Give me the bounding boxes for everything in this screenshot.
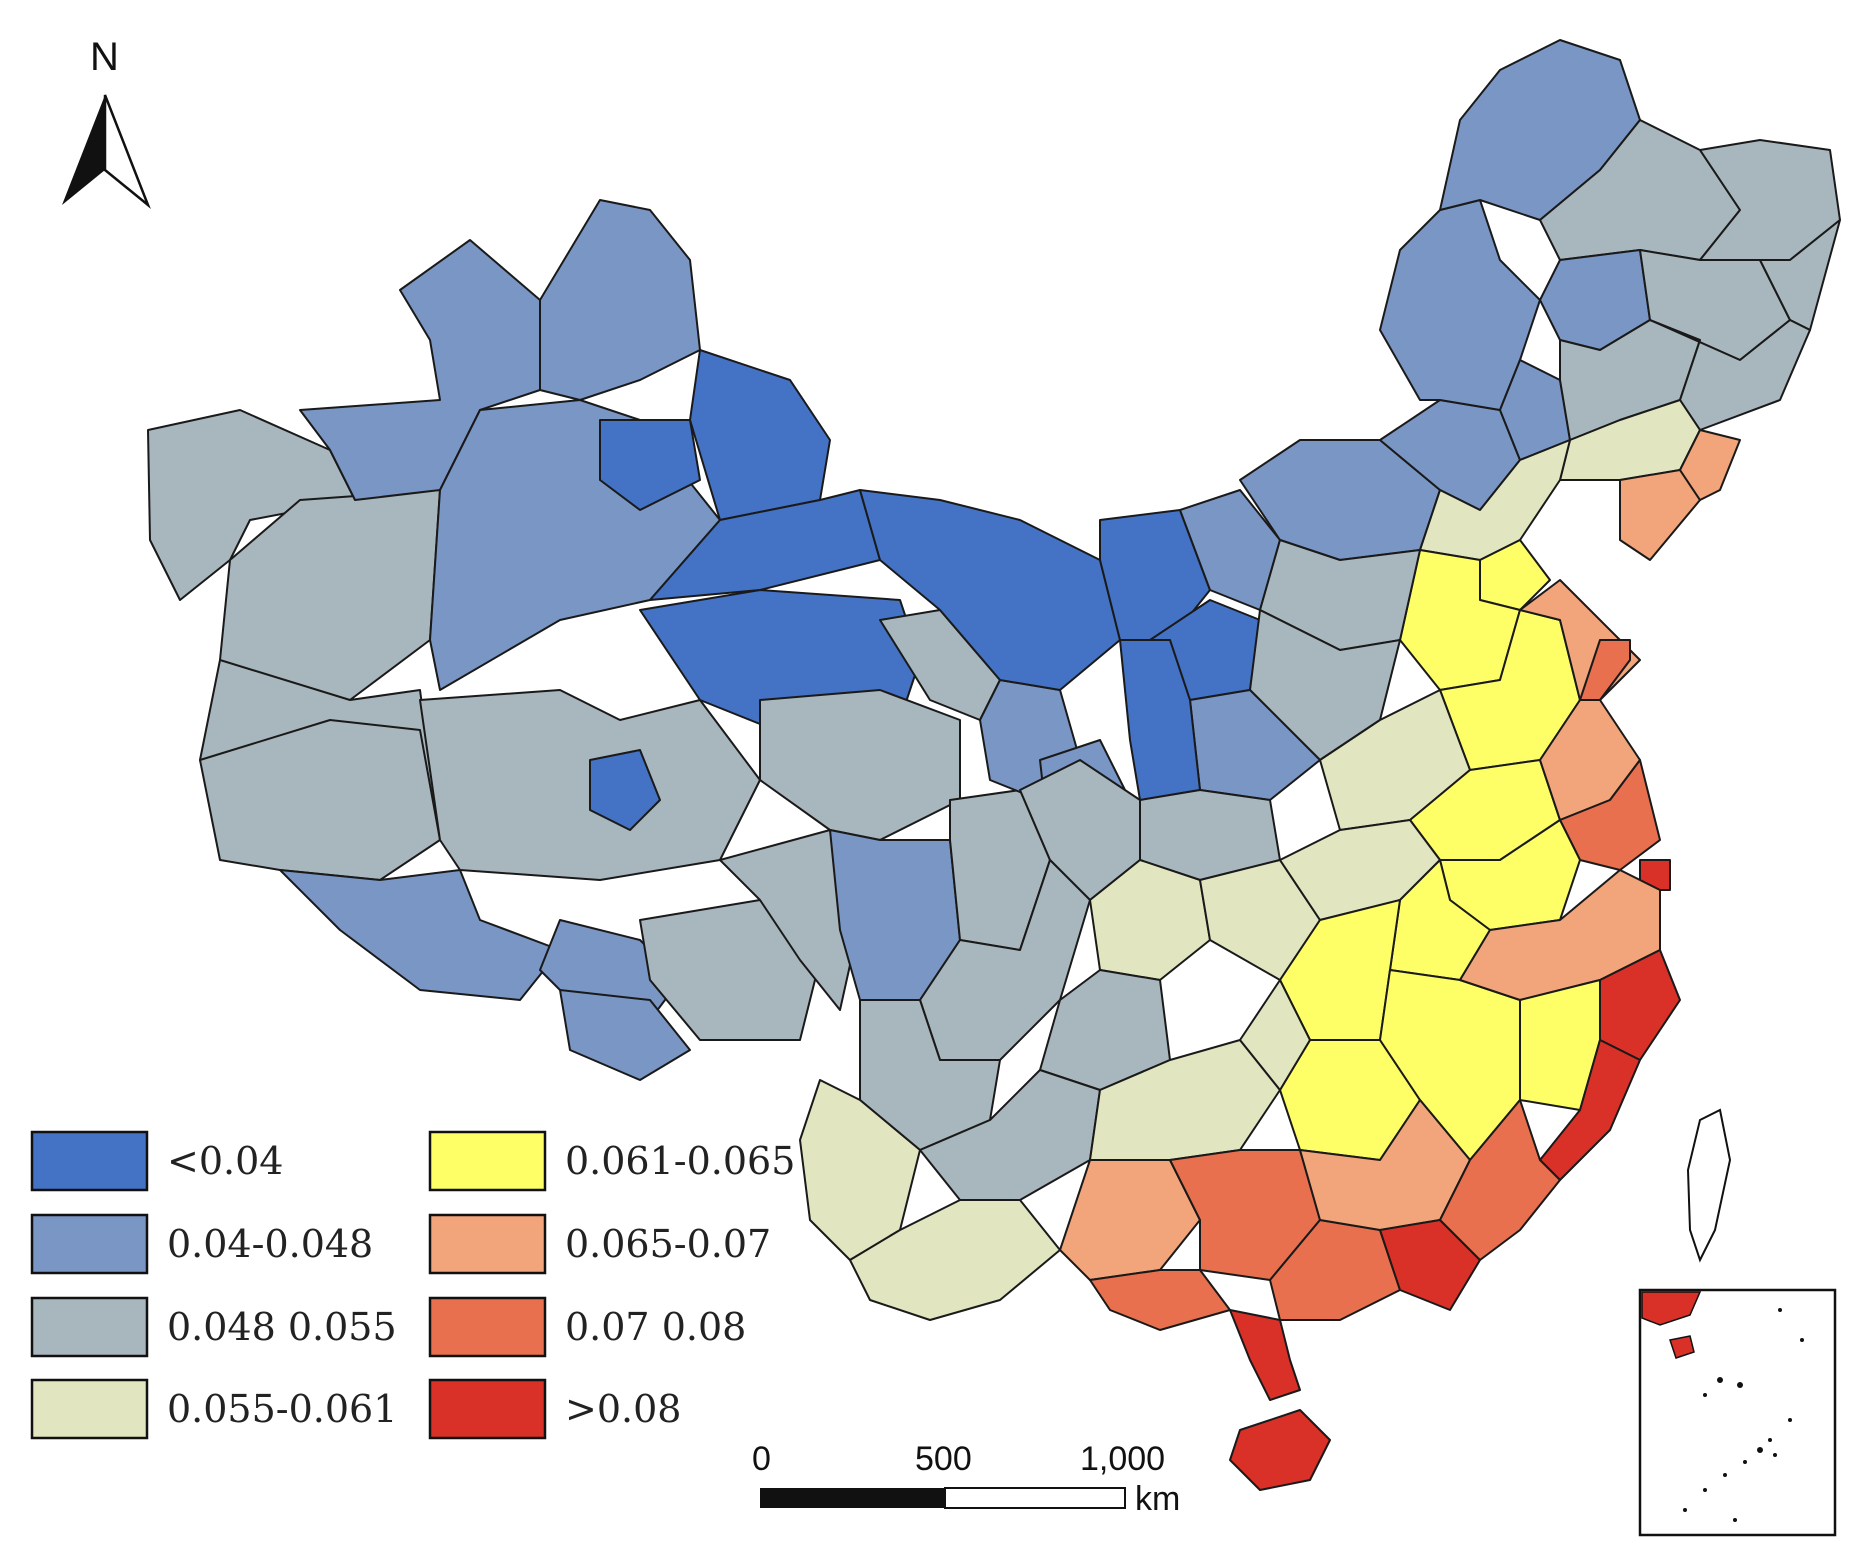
legend-label: 0.048 0.055 <box>167 1305 397 1349</box>
scale-bar-white <box>944 1487 1126 1509</box>
region-xinjiang-hami <box>689 349 831 521</box>
region-liaoning-dalian <box>1619 469 1701 561</box>
scale-unit: km <box>1135 1480 1180 1518</box>
region-jilin-east <box>1649 319 1811 431</box>
legend-swatch <box>30 1378 149 1440</box>
legend-swatch <box>30 1130 149 1192</box>
north-label: N <box>90 35 119 79</box>
region-tibet-ngari <box>199 719 441 881</box>
legend-label: 0.055-0.061 <box>167 1387 397 1431</box>
region-guangxi-coast <box>1089 1269 1231 1331</box>
scale-bar: 0 500 1,000 km <box>752 1440 1180 1518</box>
legend-swatch <box>30 1296 149 1358</box>
legend-swatch <box>428 1378 547 1440</box>
north-arrow-right-half <box>103 94 151 209</box>
inset-frame <box>1638 1288 1837 1537</box>
legend-label: <0.04 <box>167 1139 283 1183</box>
legend-swatch <box>428 1130 547 1192</box>
map-regions <box>147 39 1841 1491</box>
legend-label: >0.08 <box>565 1387 681 1431</box>
region-guizhou-east <box>1239 979 1311 1091</box>
region-liaoning-dandong <box>1679 429 1741 501</box>
inset-map <box>1638 1288 1837 1537</box>
region-mudanjiang <box>1759 219 1841 331</box>
region-xinjiang-altay <box>539 199 701 401</box>
region-tibet-shannan <box>559 989 691 1081</box>
inset-islands <box>1683 1308 1804 1522</box>
region-daxinganling <box>1439 39 1641 221</box>
region-xinjiang-urumqi <box>599 419 701 511</box>
region-tibet-lake <box>589 749 661 831</box>
region-leizhou <box>1229 1309 1301 1401</box>
legend: <0.04 0.04-0.048 0.048 0.055 0.055-0.061 0.0… <box>30 1130 795 1440</box>
region-tibet-south-west <box>279 869 561 1001</box>
inset-hainan <box>1669 1335 1695 1359</box>
north-arrow-left-half <box>62 95 105 205</box>
scale-bar-black <box>760 1488 945 1508</box>
north-arrow: N <box>62 35 151 209</box>
legend-swatch <box>30 1213 149 1275</box>
region-innermongolia-alxa <box>859 489 1121 691</box>
legend-label: 0.061-0.065 <box>565 1139 795 1183</box>
region-hainan <box>1229 1409 1331 1491</box>
taiwan-outline <box>1686 1108 1732 1263</box>
region-qinghai-haixi <box>759 689 961 841</box>
legend-label: 0.04-0.048 <box>167 1222 373 1266</box>
inset-coast <box>1641 1291 1702 1326</box>
region-xinjiang-west <box>147 409 356 601</box>
region-innermongolia-hulunbuir <box>1379 199 1541 411</box>
region-guangdong-pearl <box>1379 1219 1481 1311</box>
legend-swatch <box>428 1296 547 1358</box>
legend-label: 0.065-0.07 <box>565 1222 771 1266</box>
scale-tick-500: 500 <box>915 1440 972 1478</box>
legend-swatch <box>428 1213 547 1275</box>
scale-tick-0: 0 <box>752 1440 771 1478</box>
scale-tick-1000: 1,000 <box>1080 1440 1165 1478</box>
region-shandong-qingdao <box>1579 639 1631 701</box>
region-xinjiang-kashgar <box>219 489 441 701</box>
legend-label: 0.07 0.08 <box>565 1305 746 1349</box>
region-guangdong-east <box>1439 1099 1561 1261</box>
